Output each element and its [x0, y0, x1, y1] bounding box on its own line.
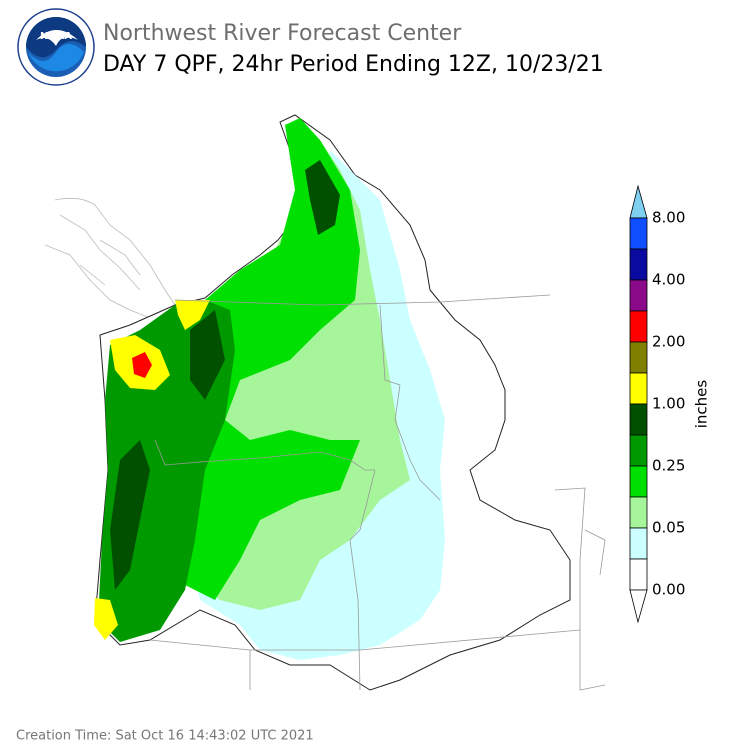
colorbar: [629, 184, 648, 624]
precip-yellow: [94, 300, 210, 640]
legend-unit: inches: [693, 380, 711, 429]
legend-label: 1.00: [652, 395, 685, 413]
legend-label: 2.00: [652, 333, 685, 351]
borders: [149, 294, 606, 691]
creation-time: Creation Time: Sat Oct 16 14:43:02 UTC 2…: [16, 729, 314, 744]
legend-label: 4.00: [652, 271, 685, 289]
legend-label: 0.25: [652, 457, 685, 475]
legend-label: 0.00: [652, 581, 685, 599]
legend-labels: 8.00 4.00 2.00 1.00 0.25 0.05 0.00: [652, 209, 685, 599]
subtitle: DAY 7 QPF, 24hr Period Ending 12Z, 10/23…: [103, 52, 604, 77]
legend-label: 0.05: [652, 519, 685, 537]
noaa-logo: NOAA: [17, 8, 95, 86]
logo-text: NOAA: [40, 31, 72, 42]
precip-red: [132, 352, 152, 378]
precip-1.00: [185, 118, 360, 600]
title: Northwest River Forecast Center: [103, 21, 462, 46]
precip-dark-green: [110, 160, 340, 590]
coastline: [44, 197, 176, 331]
legend-label: 8.00: [652, 209, 685, 227]
